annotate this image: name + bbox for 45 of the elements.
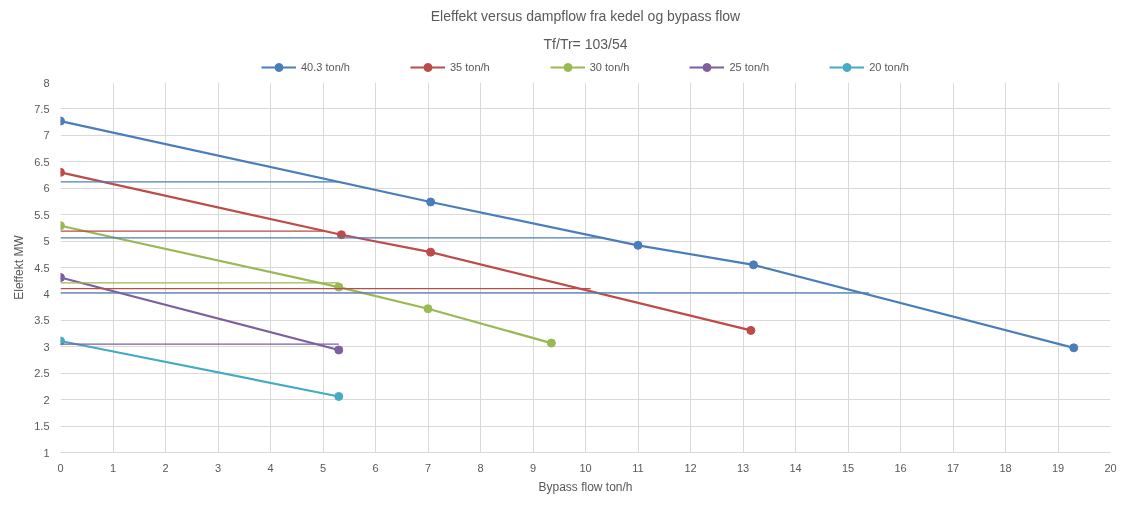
x-tick-label: 18 [999, 461, 1012, 474]
y-tick-label: 1.5 [34, 420, 50, 433]
legend-label: 25 ton/h [729, 61, 770, 73]
y-tick-label: 4 [43, 287, 50, 300]
x-tick-label: 19 [1051, 461, 1065, 474]
x-tick-label: 7 [424, 461, 432, 474]
legend-label: 40.3 ton/h [301, 61, 350, 73]
y-tick-label: 3.5 [34, 314, 50, 327]
y-tick-label: 5 [43, 235, 50, 248]
x-tick-label: 4 [267, 461, 274, 474]
x-tick-label: 11 [632, 461, 644, 474]
chart-title: Eleffekt versus dampflow fra kedel og bypass flow [430, 7, 742, 24]
chart-subtitle: Tf/Tr= 103/54 [543, 35, 628, 52]
y-tick-label: 1 [43, 446, 50, 459]
x-axis-title: Bypass flow ton/h [538, 479, 633, 494]
y-tick-label: 7 [43, 129, 50, 142]
x-tick-label: 14 [789, 461, 802, 474]
y-tick-label: 6.5 [34, 155, 50, 168]
x-tick-label: 10 [579, 461, 592, 474]
y-tick-label: 2.5 [34, 367, 50, 380]
x-tick-label: 9 [529, 461, 537, 474]
x-tick-label: 1 [109, 461, 117, 474]
y-tick-label: 4.5 [34, 261, 50, 274]
y-tick-label: 5.5 [34, 208, 50, 221]
x-tick-label: 8 [477, 461, 484, 474]
y-tick-label: 3 [43, 340, 50, 353]
x-tick-label: 12 [684, 461, 697, 474]
x-tick-label: 6 [372, 461, 379, 474]
legend-label: 30 ton/h [589, 61, 630, 73]
y-tick-label: 8 [43, 76, 50, 89]
x-tick-label: 16 [894, 461, 907, 474]
x-tick-label: 3 [214, 461, 222, 474]
x-tick-label: 5 [319, 461, 327, 474]
legend-label: 20 ton/h [869, 61, 909, 73]
x-tick-label: 15 [841, 461, 855, 474]
y-tick-label: 7.5 [34, 102, 50, 115]
x-tick-label: 13 [736, 461, 750, 474]
y-tick-label: 2 [43, 393, 50, 406]
y-tick-label: 6 [43, 182, 50, 195]
legend-label: 35 ton/h [449, 61, 490, 73]
x-tick-label: 17 [946, 461, 960, 474]
x-tick-label: 0 [57, 461, 64, 474]
y-axis-title: Eleffekt MW [12, 234, 27, 300]
x-tick-label: 2 [162, 461, 169, 474]
x-tick-label: 20 [1104, 461, 1117, 474]
